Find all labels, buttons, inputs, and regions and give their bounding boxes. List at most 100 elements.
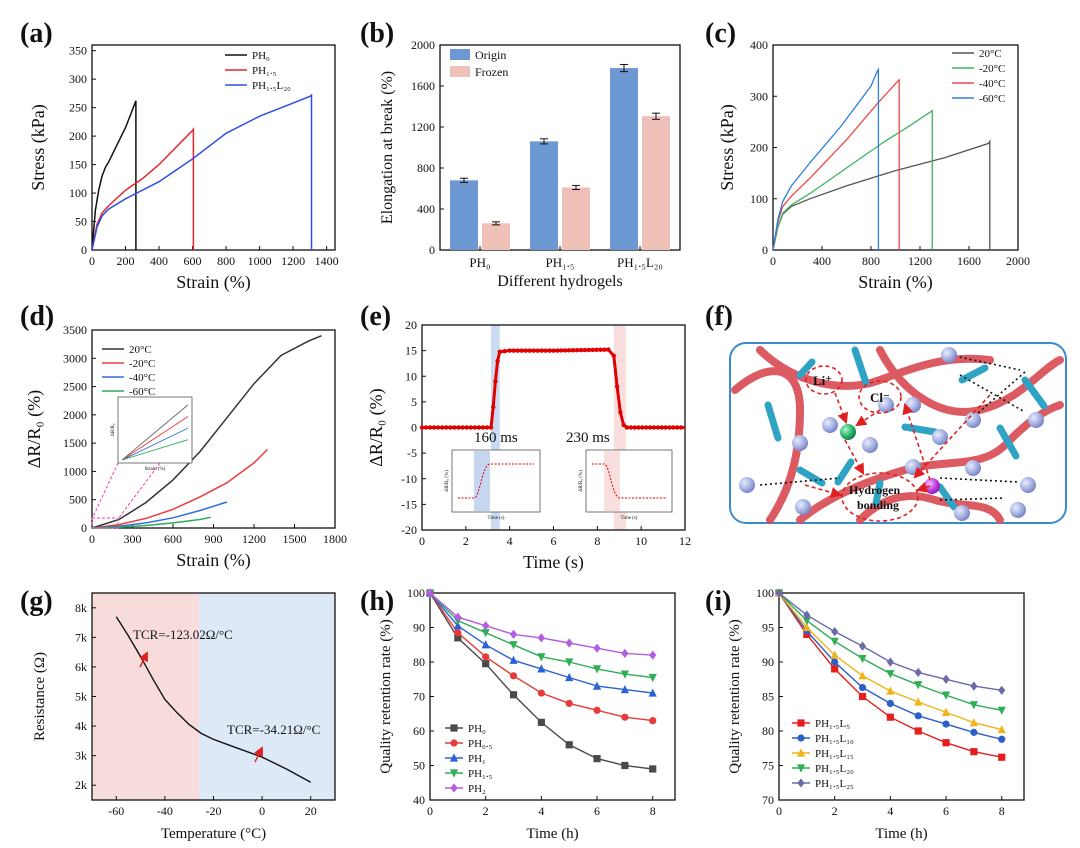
panel-label-h: (h) <box>360 586 394 617</box>
data-point-3-6 <box>941 691 951 700</box>
rod <box>936 483 958 511</box>
sphere <box>1020 477 1036 493</box>
data-point-3-7 <box>969 701 978 710</box>
data-point-0-3 <box>509 691 518 699</box>
legend-label: -40°C <box>129 372 155 384</box>
polymer-chain <box>876 346 1064 416</box>
data-point-1-7 <box>970 728 978 736</box>
inset-line-0 <box>121 404 189 461</box>
series-line-0 <box>91 100 137 251</box>
x-tick-label: 600 <box>184 254 202 268</box>
y-tick-label: 200 <box>750 141 768 155</box>
response-point <box>614 384 620 389</box>
x-tick-label: 8 <box>999 804 1005 818</box>
data-point-3-4 <box>886 670 895 679</box>
response-point <box>511 348 516 353</box>
y-tick-label: 300 <box>750 89 768 103</box>
x-tick-label: 4 <box>507 534 513 548</box>
sphere <box>1010 502 1026 518</box>
inset-line-2 <box>121 427 189 461</box>
legend-label: PH₀ <box>252 50 270 62</box>
response-point <box>671 425 676 430</box>
response-point <box>436 425 441 430</box>
category-label: PH₁.₅ <box>546 255 575 270</box>
hbond-line <box>939 497 1006 501</box>
x-tick-label: 6 <box>594 804 600 818</box>
bar-0-2 <box>610 68 638 250</box>
x-tick-label: 1400 <box>315 254 339 268</box>
y-tick-label: 100 <box>756 586 774 600</box>
sphere <box>965 412 981 428</box>
data-point-3-2 <box>481 629 490 638</box>
chart-i-retention-phl: 0 2 4 6 8 70 75 80 85 90 95 100 Time (h) Quality rete… <box>727 586 1025 842</box>
hbond-line <box>939 477 1019 483</box>
hbond-label-1: Hydrogen <box>849 483 900 497</box>
chart-e-response-time: 0 2 4 6 8 10 12 -20 -15 -10 -5 0 5 10 15 20 Time (s) ΔR/R… <box>366 318 691 573</box>
panel-label-d: (d) <box>20 301 54 332</box>
y-tick-label: 3k <box>75 749 87 763</box>
data-point-4-8 <box>649 650 657 660</box>
polymer-chain <box>731 367 805 524</box>
response-point <box>624 425 630 430</box>
inset-x-label: Time (s) <box>621 516 638 521</box>
x-axis-label: Different hydrogels <box>497 273 622 290</box>
data-point-2-3 <box>509 655 518 664</box>
data-point-1-3 <box>509 672 518 680</box>
response-point <box>519 348 524 353</box>
data-point-2-3 <box>858 671 867 680</box>
region-high-temp <box>198 593 335 800</box>
legend-label: -60°C <box>979 93 1005 105</box>
data-point-1-8 <box>649 717 657 725</box>
response-point <box>484 425 490 430</box>
inset-y-label: ΔR/R₀ (%) <box>445 470 450 492</box>
data-point-1-6 <box>593 706 601 714</box>
response-point <box>621 422 626 428</box>
data-point-1-4 <box>537 689 545 697</box>
data-point-1-8 <box>998 735 1006 743</box>
arrow <box>913 394 991 479</box>
x-tick-label: 400 <box>813 254 831 268</box>
x-tick-label: 1200 <box>281 254 305 268</box>
data-point-4-4 <box>886 657 894 667</box>
data-point-4-1 <box>454 612 462 622</box>
response-point <box>491 404 496 410</box>
response-line <box>422 348 685 429</box>
x-tick-label: 0 <box>770 254 776 268</box>
data-point-1-6 <box>942 720 950 728</box>
axes-frame <box>772 44 1019 251</box>
response-point <box>618 409 623 415</box>
inset-frame <box>117 396 193 464</box>
data-point-0-4 <box>886 713 894 721</box>
series-line-4 <box>429 592 653 656</box>
data-point-2-7 <box>620 685 629 694</box>
response-point <box>598 347 603 352</box>
sphere <box>1028 412 1044 428</box>
data-point-4-3 <box>858 641 867 651</box>
x-tick-label: 2000 <box>1006 254 1030 268</box>
legend-marker <box>450 724 458 732</box>
y-tick-label: 800 <box>417 161 435 175</box>
x-tick-label: 20 <box>305 804 317 818</box>
response-point <box>647 425 653 430</box>
response-point <box>563 348 568 353</box>
legend-label: PH₁.₅L₁₀ <box>815 733 854 745</box>
legend-marker <box>450 783 458 793</box>
response-point <box>531 348 536 353</box>
response-point <box>431 425 437 430</box>
panel-label-e: (e) <box>360 301 391 332</box>
x-tick-label: -40 <box>157 804 173 818</box>
response-point <box>590 347 595 353</box>
response-point <box>606 347 611 352</box>
data-point-4-3 <box>509 629 518 639</box>
response-point <box>559 348 564 353</box>
data-point-0-8 <box>998 753 1006 761</box>
data-point-2-2 <box>481 640 490 649</box>
response-point <box>480 425 486 430</box>
data-point-0-4 <box>537 718 545 726</box>
sphere <box>792 435 808 451</box>
response-point <box>488 425 494 430</box>
legend-label: PH₀.₅ <box>468 738 493 750</box>
data-point-2-8 <box>997 725 1006 734</box>
legend-label: PH₁ <box>468 753 486 765</box>
response-point <box>444 425 449 430</box>
